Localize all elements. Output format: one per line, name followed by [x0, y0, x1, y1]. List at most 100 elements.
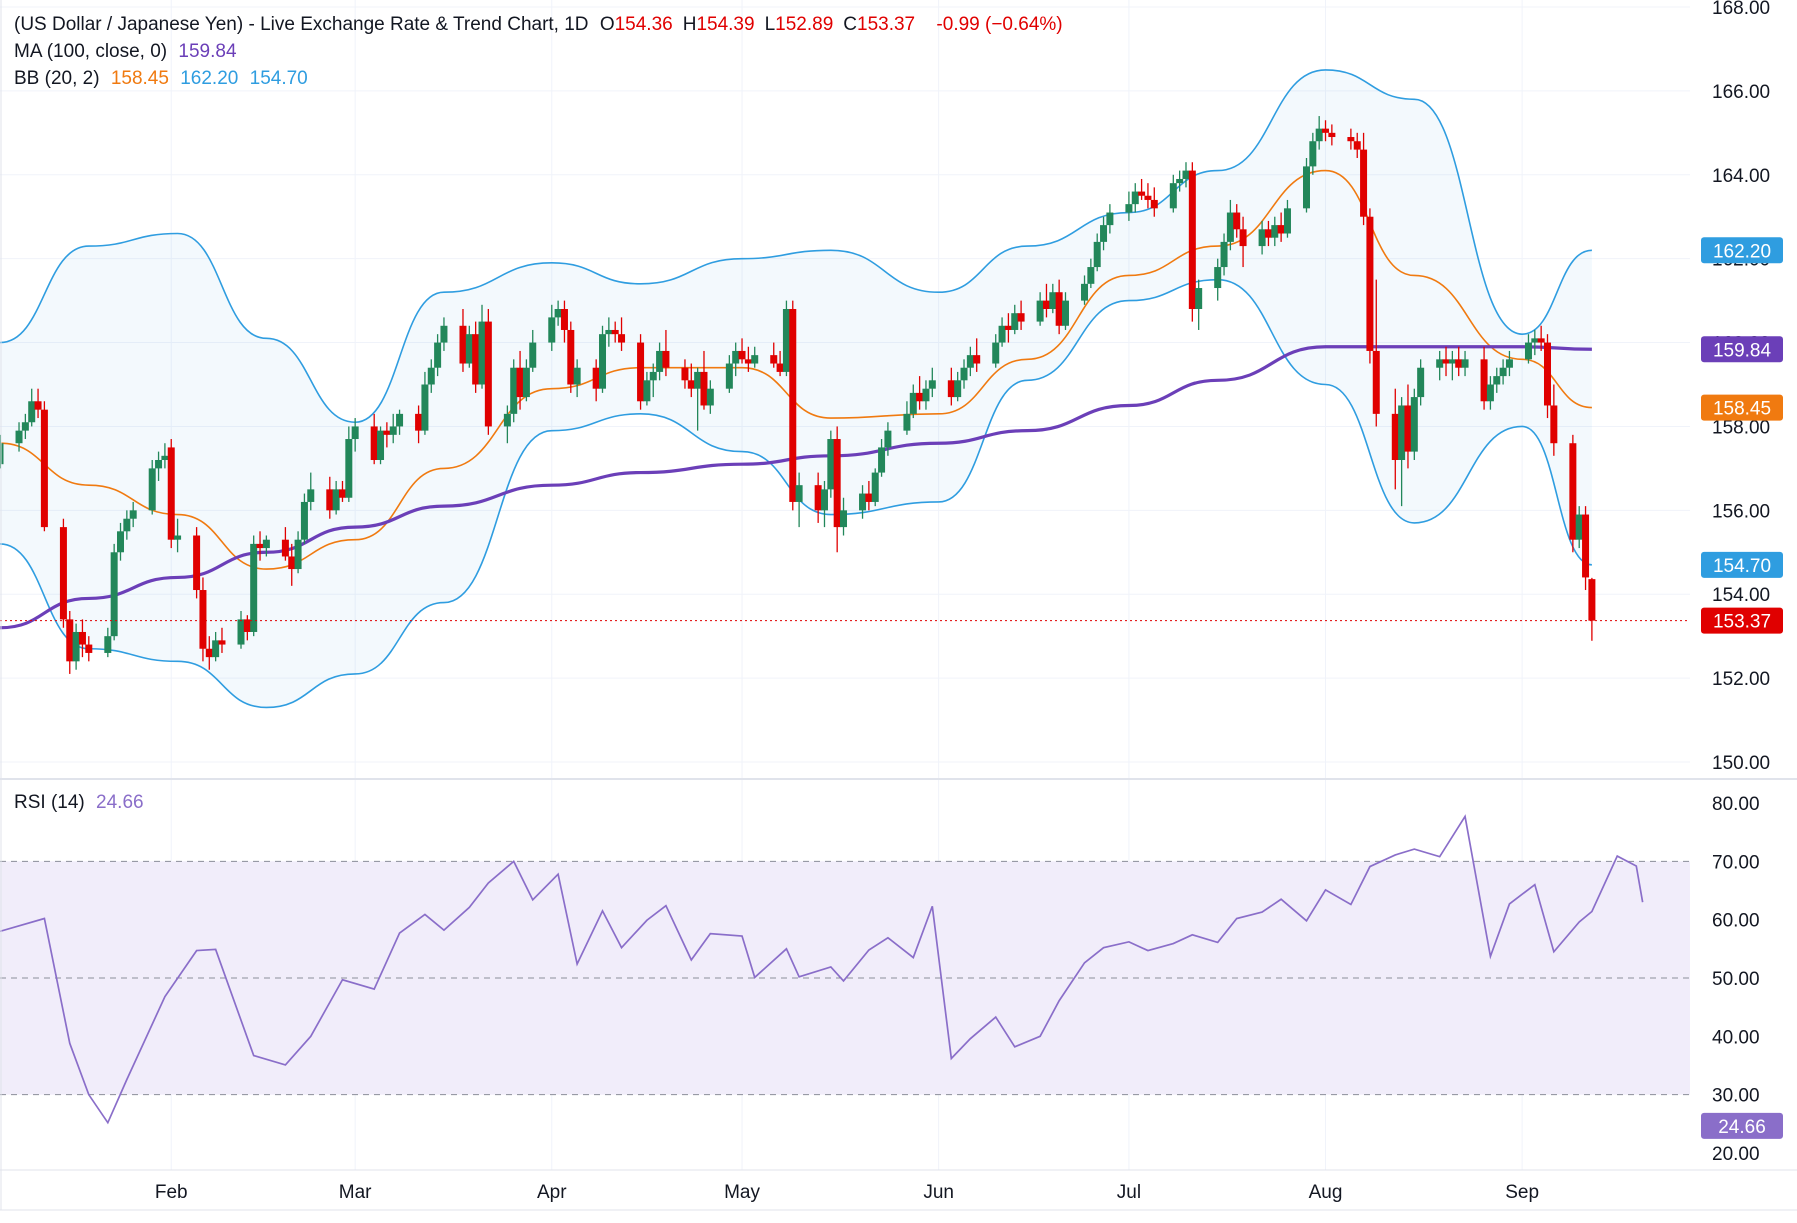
candle[interactable] [1188, 162, 1196, 322]
candle[interactable] [1505, 350, 1513, 377]
candle[interactable] [34, 388, 42, 419]
candle[interactable] [1049, 283, 1057, 314]
candle[interactable] [1315, 116, 1323, 150]
candle[interactable] [1493, 367, 1501, 393]
candle[interactable] [1087, 258, 1095, 289]
candle[interactable] [1550, 384, 1558, 456]
candle[interactable] [992, 334, 1000, 368]
candle[interactable] [1125, 191, 1133, 221]
candle[interactable] [1195, 279, 1203, 330]
candle[interactable] [1442, 346, 1450, 377]
candle[interactable] [383, 422, 391, 448]
candle[interactable] [522, 359, 530, 402]
candle[interactable] [656, 342, 664, 381]
bb-upper-line[interactable] [0, 69, 1592, 424]
candle[interactable] [694, 367, 702, 431]
candle[interactable] [1302, 158, 1310, 213]
candle[interactable] [1575, 506, 1583, 549]
candle[interactable] [1239, 216, 1247, 268]
candle[interactable] [1398, 397, 1406, 507]
candle[interactable] [1537, 325, 1545, 351]
candle[interactable] [345, 426, 353, 502]
candle[interactable] [1448, 350, 1456, 381]
candle[interactable] [681, 359, 689, 389]
candle[interactable] [1366, 208, 1374, 364]
candle[interactable] [262, 535, 270, 557]
candle[interactable] [1004, 313, 1012, 343]
candle[interactable] [1176, 170, 1184, 192]
candle[interactable] [738, 338, 746, 364]
candle[interactable] [960, 359, 968, 389]
candle[interactable] [1036, 292, 1044, 326]
candle[interactable] [1106, 204, 1114, 234]
candle[interactable] [1233, 204, 1241, 238]
candle[interactable] [859, 485, 867, 519]
bb-lower-line[interactable] [0, 278, 1592, 709]
candle[interactable] [751, 346, 759, 368]
candle[interactable] [827, 430, 835, 498]
candle[interactable] [294, 531, 302, 574]
candle[interactable] [782, 300, 790, 377]
candle[interactable] [174, 518, 182, 553]
candle[interactable] [820, 480, 828, 528]
candle[interactable] [1226, 199, 1234, 251]
candle[interactable] [1055, 279, 1063, 335]
candle[interactable] [516, 350, 524, 410]
candle[interactable] [1220, 233, 1228, 276]
candle[interactable] [237, 611, 245, 649]
candle[interactable] [973, 338, 981, 372]
candle[interactable] [865, 480, 873, 511]
candle[interactable] [281, 527, 289, 561]
candle[interactable] [167, 439, 175, 549]
candle[interactable] [440, 317, 448, 351]
candle[interactable] [338, 480, 346, 502]
rsi-pane[interactable]: 20.00 30.00 40.00 50.00 60.00 70.00 80.00 24.66 [0, 794, 1783, 1165]
price-pane[interactable]: 150.00152.00154.00156.00158.00160.00162.… [0, 0, 1783, 1170]
candle[interactable] [1360, 132, 1368, 226]
candle[interactable] [193, 527, 201, 599]
candle[interactable] [789, 300, 797, 511]
candle[interactable] [288, 543, 296, 586]
candle[interactable] [148, 460, 156, 515]
candle[interactable] [592, 359, 600, 402]
candle[interactable] [434, 334, 442, 377]
candle[interactable] [947, 367, 955, 406]
candle[interactable] [637, 334, 645, 410]
candle[interactable] [484, 309, 492, 435]
candle[interactable] [66, 611, 74, 674]
candle[interactable] [1588, 577, 1596, 641]
candle[interactable] [427, 359, 435, 393]
candle[interactable] [560, 300, 568, 343]
candle[interactable] [732, 342, 740, 377]
candle[interactable] [1347, 128, 1355, 150]
candle[interactable] [1214, 258, 1222, 301]
candle[interactable] [1353, 132, 1361, 158]
candle[interactable] [72, 623, 80, 670]
candle[interactable] [332, 480, 340, 515]
candle[interactable] [307, 472, 315, 511]
candle[interactable] [1486, 376, 1494, 410]
candle[interactable] [78, 619, 86, 658]
candle[interactable] [389, 413, 397, 444]
candle[interactable] [104, 627, 112, 658]
candle[interactable] [459, 309, 467, 372]
candle[interactable] [1258, 220, 1266, 255]
candle[interactable] [1081, 275, 1089, 305]
candle[interactable] [110, 543, 118, 641]
candle[interactable] [218, 627, 226, 653]
candle[interactable] [909, 384, 917, 419]
candle[interactable] [117, 522, 125, 561]
candle[interactable] [618, 317, 626, 351]
candle[interactable] [706, 380, 714, 414]
candle[interactable] [1582, 506, 1590, 591]
candle[interactable] [1417, 359, 1425, 406]
candle[interactable] [1391, 388, 1399, 490]
candle[interactable] [1436, 350, 1444, 381]
candle[interactable] [351, 418, 359, 452]
candle[interactable] [123, 510, 131, 540]
candle[interactable] [662, 329, 670, 377]
candle[interactable] [199, 577, 207, 662]
candle[interactable] [916, 376, 924, 410]
candle[interactable] [212, 631, 220, 662]
